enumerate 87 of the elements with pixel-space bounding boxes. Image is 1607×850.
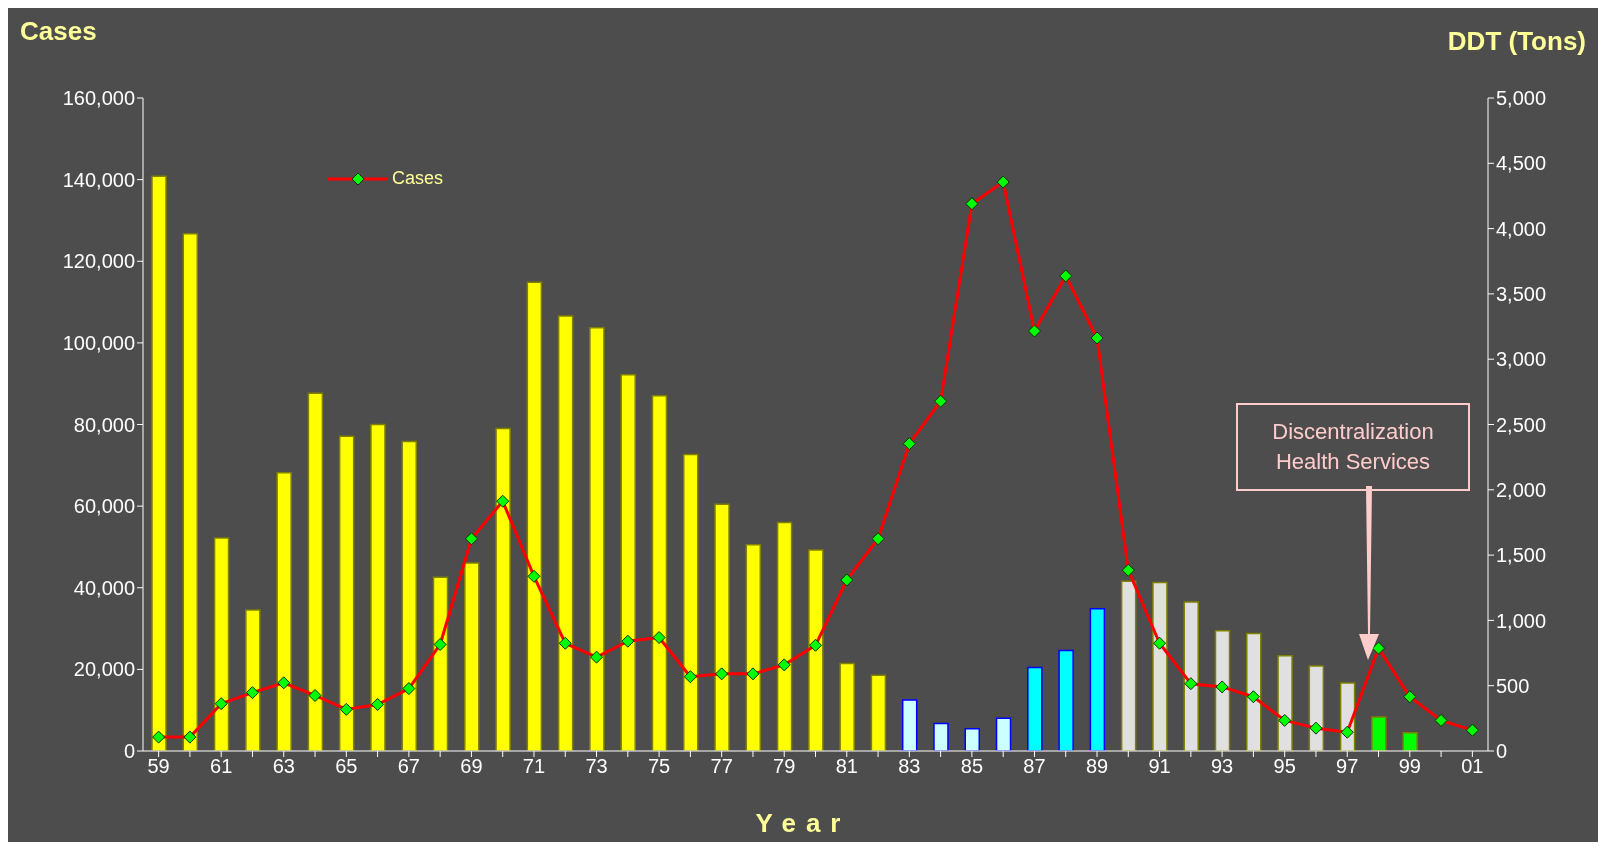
bar	[1058, 649, 1074, 751]
bar	[370, 423, 386, 751]
bar	[1120, 580, 1137, 751]
bar	[213, 537, 230, 751]
bar	[714, 503, 730, 751]
x-tick-label: 69	[460, 755, 483, 778]
bar	[464, 562, 480, 751]
bar	[745, 543, 762, 751]
x-tick-label: 65	[335, 755, 358, 778]
y-tick-label: 140,000	[62, 168, 135, 191]
bar	[1183, 601, 1199, 751]
y2-tick-label: 2,500	[1496, 413, 1547, 436]
y-tick-label: 0	[123, 740, 135, 763]
bar	[276, 472, 292, 751]
x-tick-label: 71	[522, 755, 546, 778]
bar	[151, 175, 167, 751]
bar	[1214, 630, 1231, 751]
y-tick-label: 40,000	[73, 576, 135, 599]
bar	[1246, 632, 1262, 751]
bar	[995, 717, 1012, 751]
bar	[1152, 581, 1168, 751]
x-tick-label: 83	[898, 755, 921, 778]
bar	[182, 233, 199, 751]
x-tick-label: 61	[210, 755, 233, 778]
bar	[651, 395, 668, 751]
bar	[870, 674, 887, 751]
y-tick-label: 120,000	[62, 250, 135, 273]
bar	[901, 699, 918, 751]
x-tick-label: 99	[1398, 755, 1421, 778]
bar	[682, 453, 699, 751]
bar	[1402, 731, 1418, 751]
y-tick-label: 80,000	[73, 413, 135, 436]
y-axis-title: Cases	[20, 16, 97, 47]
x-axis-title: Year	[754, 808, 852, 839]
bar	[839, 662, 855, 751]
y2-tick-label: 3,500	[1496, 283, 1547, 305]
bar	[589, 327, 605, 751]
x-tick-label: 87	[1023, 755, 1046, 778]
x-tick-label: 73	[585, 755, 608, 778]
bar	[1371, 716, 1387, 751]
bar	[808, 549, 824, 751]
y2-tick-label: 3,000	[1496, 348, 1547, 371]
x-tick-label: 01	[1461, 755, 1484, 778]
y2-tick-label: 4,500	[1496, 152, 1547, 175]
y2-tick-label: 1,500	[1496, 544, 1547, 567]
bar	[1089, 607, 1106, 751]
x-tick-label: 91	[1148, 755, 1171, 778]
x-tick-label: 67	[397, 755, 420, 778]
x-tick-label: 79	[773, 755, 796, 778]
y-tick-label: 20,000	[73, 658, 135, 681]
y2-axis-title: DDT (Tons)	[1447, 26, 1586, 57]
bar	[620, 374, 636, 751]
annotation: Discentralization Health Services	[1236, 403, 1470, 491]
legend-label: Cases	[392, 168, 444, 189]
x-tick-label: 89	[1085, 755, 1109, 778]
x-tick-label: 95	[1273, 755, 1296, 778]
x-tick-label: 81	[835, 755, 858, 778]
bar	[776, 521, 793, 751]
bar	[401, 440, 417, 751]
bar	[338, 435, 355, 751]
x-tick-label: 63	[272, 755, 295, 778]
y2-tick-label: 5,000	[1496, 87, 1547, 110]
y-tick-label: 100,000	[62, 331, 135, 354]
x-tick-label: 97	[1336, 755, 1359, 778]
bar	[432, 576, 449, 751]
y2-tick-label: 2,000	[1496, 478, 1547, 501]
bar	[1027, 666, 1043, 751]
bar	[495, 427, 511, 751]
bar	[557, 315, 574, 751]
bar	[526, 281, 543, 751]
bar	[933, 722, 949, 751]
x-tick-label: 59	[147, 755, 170, 778]
bar	[307, 392, 324, 751]
y2-tick-label: 500	[1496, 674, 1530, 697]
x-tick-label: 85	[960, 755, 984, 778]
x-tick-label: 77	[710, 755, 733, 778]
y-tick-label: 60,000	[73, 495, 135, 518]
bar	[245, 609, 261, 751]
y-tick-label: 160,000	[62, 87, 135, 110]
x-tick-label: 75	[647, 755, 671, 778]
x-tick-label: 93	[1211, 755, 1234, 778]
y2-tick-label: 1,000	[1496, 609, 1547, 632]
y2-tick-label: 0	[1496, 740, 1508, 763]
bar	[964, 728, 981, 751]
bar	[1308, 665, 1325, 751]
y2-tick-label: 4,000	[1496, 217, 1547, 240]
bar	[1277, 654, 1293, 751]
